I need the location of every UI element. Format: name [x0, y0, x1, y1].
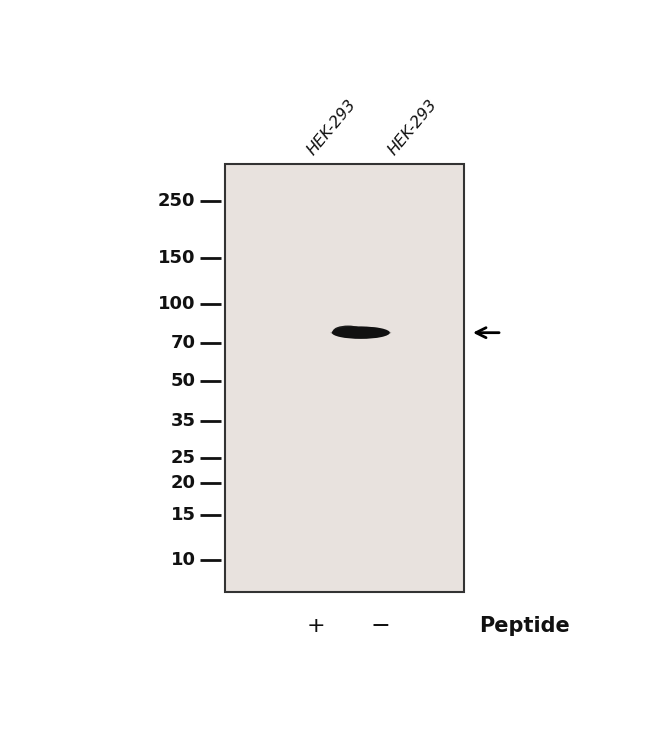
Text: Peptide: Peptide: [479, 616, 570, 636]
Ellipse shape: [330, 329, 391, 336]
Bar: [225, 164, 464, 592]
Text: 10: 10: [170, 551, 196, 569]
Ellipse shape: [359, 327, 383, 337]
Ellipse shape: [346, 329, 387, 337]
Text: 15: 15: [170, 506, 196, 524]
Ellipse shape: [332, 326, 390, 339]
Text: 150: 150: [158, 250, 196, 267]
Text: 25: 25: [170, 449, 196, 467]
Text: 35: 35: [170, 411, 196, 430]
Text: HEK-293: HEK-293: [304, 97, 359, 158]
Text: 70: 70: [170, 335, 196, 352]
Text: 50: 50: [170, 372, 196, 390]
Text: 100: 100: [158, 294, 196, 313]
Ellipse shape: [332, 326, 382, 337]
Ellipse shape: [333, 326, 363, 337]
Text: −: −: [370, 614, 390, 638]
Text: HEK-293: HEK-293: [385, 97, 440, 158]
Text: 250: 250: [158, 193, 196, 210]
Text: +: +: [306, 616, 325, 636]
Text: 20: 20: [170, 474, 196, 492]
